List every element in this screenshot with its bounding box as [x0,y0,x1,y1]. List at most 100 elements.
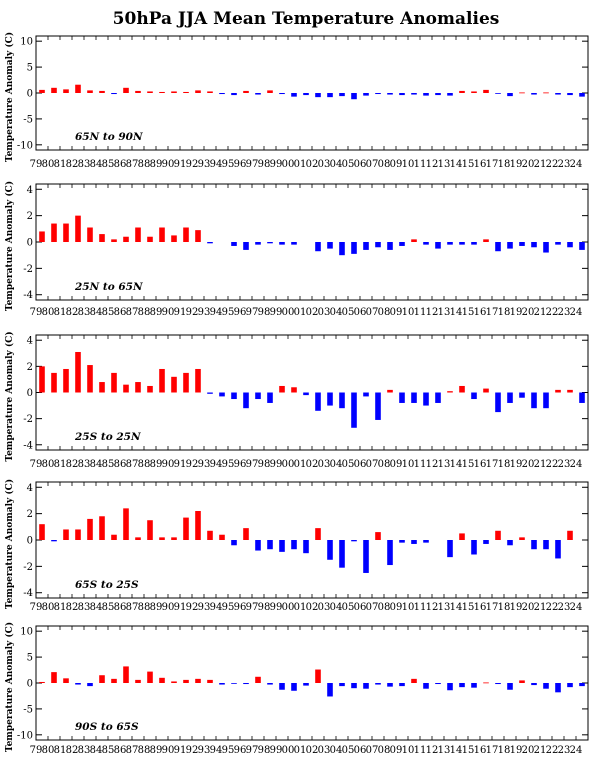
x-tick-label: 08 [378,459,391,470]
x-tick-label: 85 [102,459,115,470]
bar-87 [135,227,141,242]
bar-14 [459,90,465,93]
y-axis-label: Temperature Anomaly (C) [4,622,15,752]
x-tick-label: 08 [378,602,391,613]
bar-85 [111,239,117,242]
bar-80 [51,223,57,242]
x-tick-label: 09 [390,159,403,170]
x-tick-label: 88 [138,745,151,756]
bar-23 [567,389,573,393]
x-tick-label: 80 [42,159,55,170]
x-tick-label: 98 [258,159,271,170]
bar-22 [555,242,561,245]
y-axis-label: Temperature Anomaly (C) [4,32,15,162]
bar-79 [39,89,45,93]
x-tick-label: 18 [498,159,511,170]
bar-96 [243,90,249,93]
bar-89 [159,537,165,540]
bar-20 [531,242,537,248]
bar-02 [315,93,321,98]
bar-87 [135,382,141,393]
bar-20 [531,540,537,550]
x-tick-label: 90 [162,307,175,318]
bar-08 [387,93,393,95]
x-tick-label: 10 [402,745,415,756]
x-tick-label: 10 [402,602,415,613]
bar-84 [99,234,105,242]
bar-85 [111,534,117,540]
x-tick-label: 92 [186,159,199,170]
bar-83 [87,227,93,242]
x-tick-label: 90 [162,459,175,470]
x-tick-label: 19 [510,602,523,613]
x-tick-label: 15 [462,602,475,613]
x-tick-label: 02 [306,602,319,613]
bar-22 [555,389,561,393]
bar-95 [231,392,237,400]
x-tick-label: 06 [354,459,367,470]
bar-00 [291,93,297,97]
x-tick-label: 99 [270,602,283,613]
bar-98 [267,540,273,550]
x-tick-label: 86 [114,745,127,756]
bar-84 [99,382,105,393]
bar-86 [123,508,129,540]
bar-79 [39,681,45,683]
bar-13 [447,391,453,393]
bar-06 [363,683,369,689]
x-tick-label: 89 [150,159,163,170]
y-tick-label: 0 [27,536,33,547]
x-tick-label: 83 [78,602,91,613]
x-tick-label: 01 [294,745,307,756]
x-tick-label: 84 [90,459,103,470]
x-tick-label: 17 [486,602,499,613]
x-tick-label: 82 [66,159,79,170]
x-tick-label: 08 [378,745,391,756]
x-tick-label: 99 [270,159,283,170]
x-tick-label: 90 [162,159,175,170]
x-tick-label: 94 [210,459,223,470]
x-tick-label: 15 [462,307,475,318]
region-label: 25S to 25N [74,431,141,443]
x-tick-label: 87 [126,307,139,318]
x-tick-label: 10 [402,159,415,170]
x-tick-label: 02 [306,159,319,170]
bar-06 [363,93,369,96]
x-tick-label: 99 [270,459,283,470]
y-axis-label: Temperature Anomaly (C) [4,479,15,609]
bar-10 [411,678,417,683]
x-tick-label: 16 [474,307,487,318]
bar-04 [339,93,345,97]
x-tick-label: 92 [186,745,199,756]
x-tick-label: 95 [222,307,235,318]
x-tick-label: 13 [438,159,451,170]
bar-01 [303,93,309,96]
x-tick-label: 03 [318,745,331,756]
bar-89 [159,368,165,393]
bar-13 [447,683,453,691]
bar-17 [495,683,501,685]
bar-15 [471,392,477,400]
bar-82 [75,84,81,93]
bar-14 [459,683,465,688]
x-tick-label: 96 [234,602,247,613]
bar-93 [207,242,213,244]
bar-07 [375,93,381,95]
bar-02 [315,392,321,411]
bar-94 [219,392,225,397]
bar-14 [459,533,465,540]
bar-03 [327,683,333,697]
bar-07 [375,242,381,248]
x-tick-label: 14 [450,745,463,756]
y-axis-label: Temperature Anomaly (C) [4,331,15,461]
bar-90 [171,235,177,242]
bar-82 [75,529,81,540]
x-tick-label: 20 [522,602,535,613]
x-tick-label: 22 [546,459,559,470]
x-tick-label: 00 [282,307,295,318]
bar-19 [519,392,525,398]
x-tick-label: 82 [66,602,79,613]
